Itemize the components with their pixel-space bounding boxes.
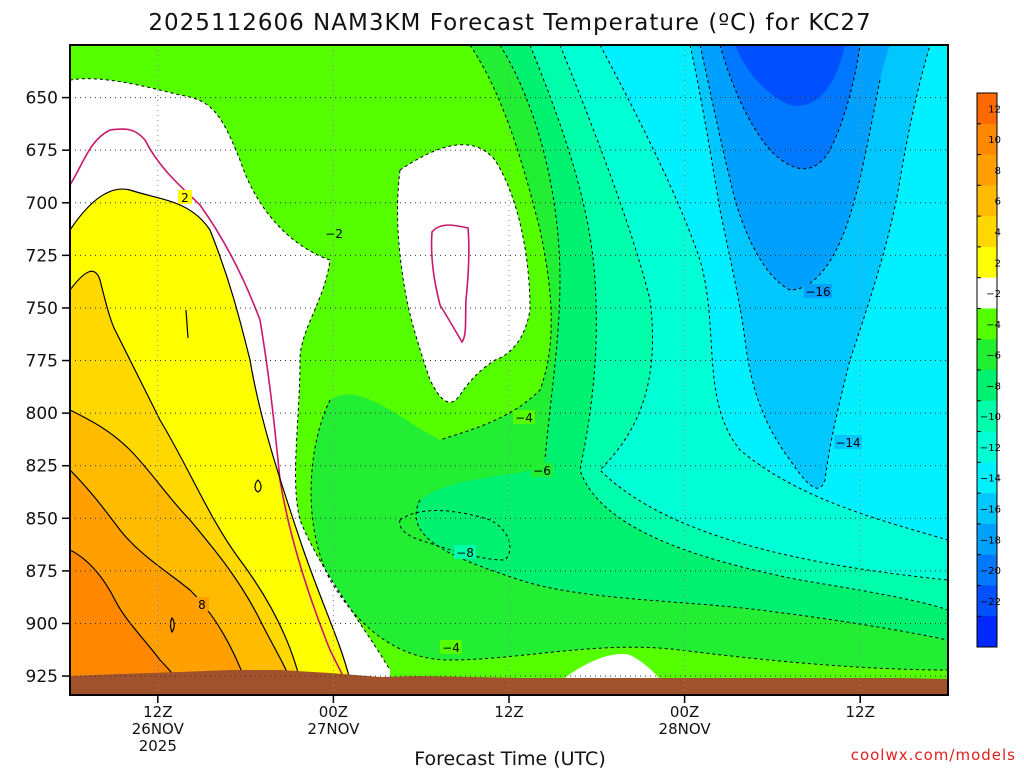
colorbar-label-12: −14 [980,474,1001,485]
colorbar-label-13: −16 [980,505,1001,516]
colorbar-label-10: −10 [980,412,1001,423]
field-10-to-12 [70,550,180,680]
colorbar-bin-2 [977,154,997,186]
y-tick-label-775: 775 [26,352,58,372]
colorbar-bin-6 [977,277,997,309]
x-tick-label-0-3: 2025 [139,737,177,755]
y-tick-label-650: 650 [26,89,58,109]
contour-label-minus2: −2 [325,227,343,241]
x-tick-label-4-1: 12Z [846,703,875,721]
colorbar-bin-14 [977,523,997,556]
x-tick-label-3-2: 28NOV [659,720,712,738]
gridlines [70,45,948,695]
contour-label-minus14: −14 [835,436,860,450]
contour-label-minus4-a: −4 [515,411,533,425]
colorbar-bin-17 [977,616,997,648]
colorbar-label-1: 10 [988,135,1001,146]
y-tick-label-825: 825 [26,457,58,477]
field-warm-pocket [397,144,530,403]
colorbar-bin-1 [977,123,997,156]
positive-contours [70,188,351,681]
colorbar-bin-12 [977,462,997,494]
colorbar-bin-0 [977,93,997,125]
colorbar-bin-15 [977,554,997,586]
colorbar-label-16: −22 [980,597,1001,608]
ground-terrain [70,670,948,695]
freezing-contour [70,128,470,691]
field-minus22-to-minus20 [735,45,845,106]
colorbar-label-2: 8 [995,166,1001,177]
colorbar-label-4: 4 [995,228,1001,239]
credit-text: coolwx.com/models [851,746,1016,764]
colorbar-bin-5 [977,246,997,279]
y-tick-label-800: 800 [26,404,58,424]
x-axis-title: Forecast Time (UTC) [414,748,605,768]
colorbar-label-3: 6 [995,197,1001,208]
colorbar-bin-7 [977,308,997,340]
chart-title: 2025112606 NAM3KM Forecast Temperature (… [148,10,871,36]
contour-label-8: 8 [198,598,206,612]
y-tick-label-725: 725 [26,246,58,266]
colorbar-bin-16 [977,585,997,617]
y-axis: 650 675 700 725 750 775 800 825 850 875 900 925 [26,89,70,687]
contour-label-minus4-b: −4 [442,641,460,655]
y-tick-label-925: 925 [26,667,58,687]
colorbar-label-7: −4 [986,320,1001,331]
colorbar-bin-4 [977,216,997,248]
colorbar-bin-10 [977,400,997,433]
colorbar: 12 10 8 6 4 2 −2 −4 −6 −8 −10 −12 −14 −16 −18 −20 −22 [976,92,1001,648]
y-tick-label-875: 875 [26,562,58,582]
colorbar-bin-8 [977,339,997,371]
x-tick-label-1-1: 00Z [319,703,348,721]
y-tick-label-900: 900 [26,614,58,634]
colorbar-label-8: −6 [986,351,1001,362]
colorbar-bin-13 [977,493,997,525]
colorbar-bin-11 [977,431,997,463]
contour-label-minus16: −16 [805,285,830,299]
y-tick-label-750: 750 [26,299,58,319]
colorbar-label-14: −18 [980,535,1001,546]
colorbar-label-9: −8 [986,381,1001,392]
contour-labels: 2 −2 −4 −6 −8 −4 −16 −14 8 [178,190,862,655]
x-tick-label-3-1: 00Z [670,703,699,721]
colorbar-bin-3 [977,185,997,217]
x-tick-label-0-1: 12Z [143,703,172,721]
colorbar-label-6: −2 [986,289,1001,300]
contour-label-minus6: −6 [533,464,551,478]
x-tick-label-1-2: 27NOV [307,720,360,738]
negative-contours [70,45,948,671]
colorbar-bin-9 [977,370,997,402]
colorbar-label-15: −20 [980,566,1001,577]
colorbar-label-0: 12 [988,104,1001,115]
colorbar-label-5: 2 [995,258,1001,269]
y-tick-label-850: 850 [26,509,58,529]
contour-label-2: 2 [181,191,189,205]
y-tick-label-675: 675 [26,141,58,161]
contour-label-minus8: −8 [456,546,474,560]
x-tick-label-2-1: 12Z [494,703,523,721]
y-tick-label-700: 700 [26,194,58,214]
x-tick-label-0-2: 26NOV [132,720,185,738]
colorbar-label-11: −12 [980,443,1001,454]
